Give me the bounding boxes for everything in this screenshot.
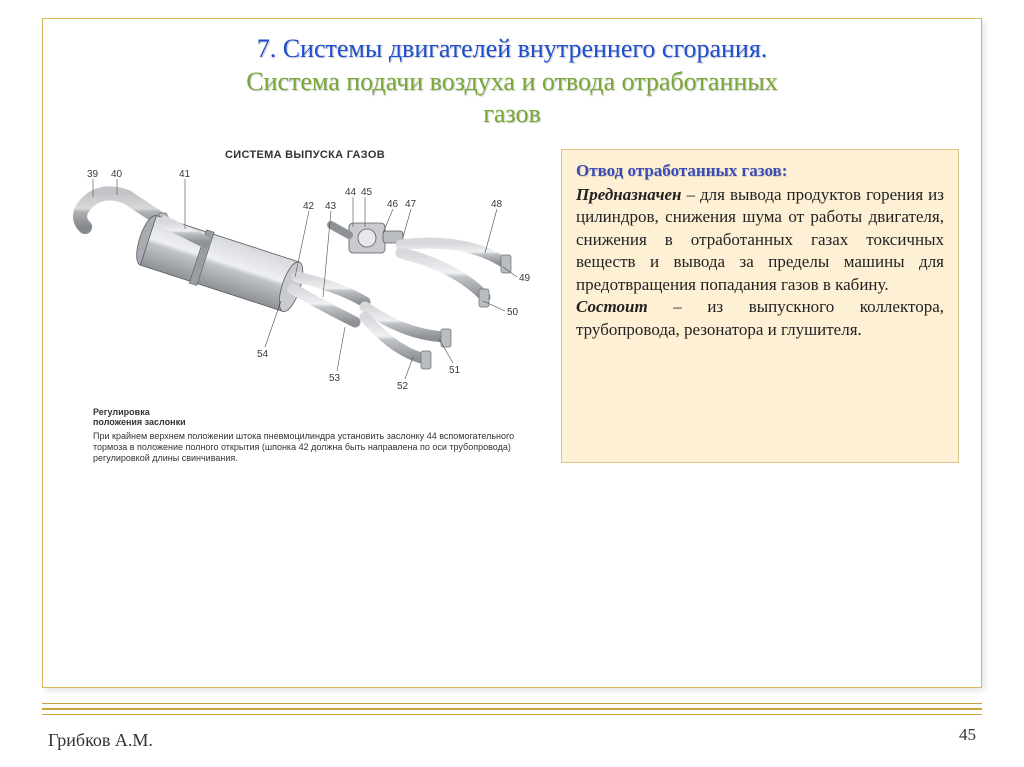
svg-text:39: 39 <box>87 169 99 180</box>
svg-text:42: 42 <box>303 201 315 212</box>
info-panel: Отвод отработанных газов: Предназначен –… <box>561 149 959 464</box>
svg-text:52: 52 <box>397 381 409 392</box>
svg-text:44: 44 <box>345 187 357 198</box>
diagram-column: СИСТЕМА ВЫПУСКА ГАЗОВ <box>65 149 545 464</box>
author-label: Грибков А.М. <box>48 730 153 751</box>
svg-text:41: 41 <box>179 169 191 180</box>
title-line2a: Система подачи воздуха и отвода отработа… <box>83 66 941 99</box>
title-line2b: газов <box>83 98 941 131</box>
svg-text:40: 40 <box>111 169 123 180</box>
svg-text:51: 51 <box>449 365 461 376</box>
svg-text:54: 54 <box>257 349 269 360</box>
svg-text:43: 43 <box>325 201 337 212</box>
slide-frame: 7. Системы двигателей внутреннего сгоран… <box>42 18 982 688</box>
regulation-note: Регулировка положения заслонки При крайн… <box>93 407 545 464</box>
svg-text:47: 47 <box>405 199 417 210</box>
slide-title: 7. Системы двигателей внутреннего сгоран… <box>43 19 981 139</box>
svg-text:48: 48 <box>491 199 503 210</box>
reg-text: При крайнем верхнем положении штока пнев… <box>93 431 545 463</box>
footer-rule <box>42 703 982 717</box>
svg-text:53: 53 <box>329 373 341 384</box>
reg-title-l1: Регулировка <box>93 407 150 417</box>
title-line1: 7. Системы двигателей внутреннего сгоран… <box>83 33 941 66</box>
info-heading: Отвод отработанных газов: <box>576 160 944 182</box>
svg-text:50: 50 <box>507 307 519 318</box>
info-p2: Состоит – из выпускного коллектора, труб… <box>576 296 944 341</box>
svg-text:49: 49 <box>519 273 531 284</box>
svg-text:46: 46 <box>387 199 399 210</box>
content-row: СИСТЕМА ВЫПУСКА ГАЗОВ <box>43 139 981 464</box>
exhaust-diagram: 39 40 41 42 43 44 45 46 47 48 49 50 51 5… <box>65 167 545 397</box>
page-number: 45 <box>959 725 976 745</box>
diagram-caption: СИСТЕМА ВЫПУСКА ГАЗОВ <box>65 149 545 161</box>
info-p2-lead: Состоит <box>576 297 648 316</box>
info-p1: Предназначен – для вывода продуктов горе… <box>576 184 944 296</box>
reg-title-l2: положения заслонки <box>93 417 186 427</box>
info-p1-lead: Предназначен <box>576 185 681 204</box>
svg-text:45: 45 <box>361 187 373 198</box>
